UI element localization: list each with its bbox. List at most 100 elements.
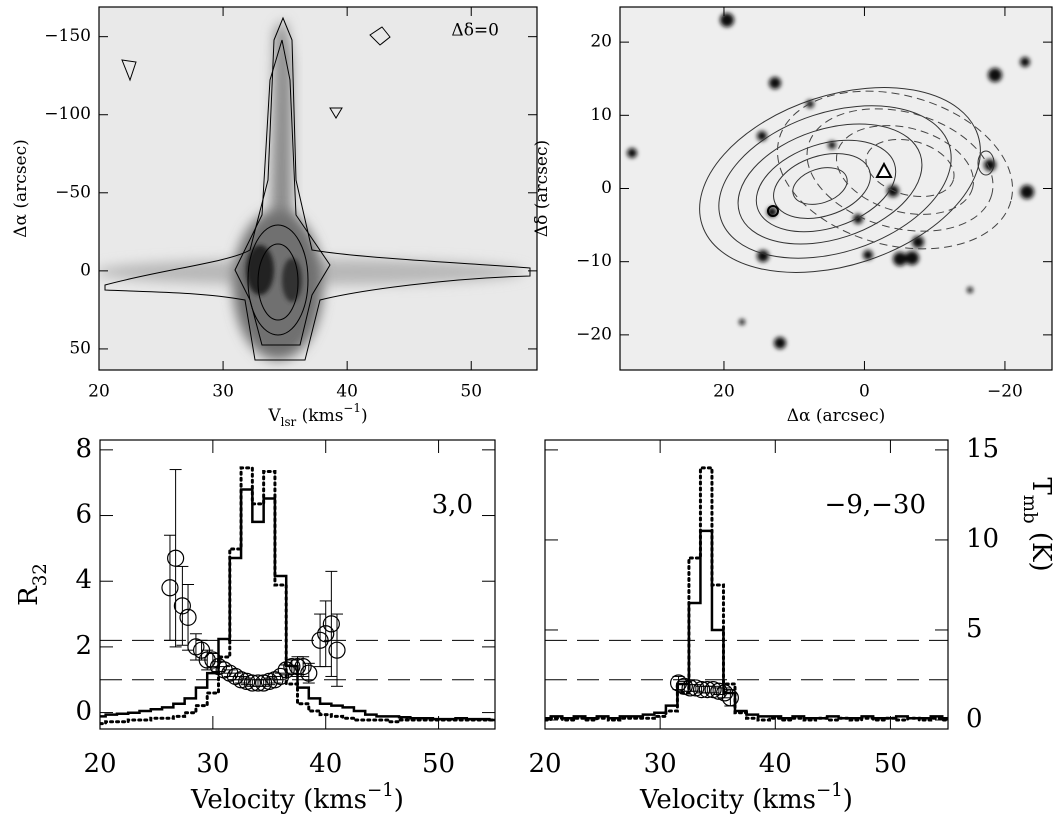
data-point bbox=[317, 625, 335, 643]
data-point bbox=[198, 651, 216, 669]
label-part: 32 bbox=[30, 563, 51, 586]
label-part: Δδ (arcsec) bbox=[532, 140, 552, 237]
y2-axis-label: Tmb (K) bbox=[1020, 477, 1057, 571]
label-part: ) bbox=[361, 406, 368, 426]
label-part: (kms bbox=[296, 406, 343, 426]
label-part: lsr bbox=[281, 415, 297, 429]
x-tick-label: 40 bbox=[336, 382, 358, 402]
data-point bbox=[721, 689, 739, 707]
source-marker bbox=[767, 205, 779, 217]
plot-area bbox=[545, 466, 948, 722]
data-point bbox=[698, 680, 716, 699]
y-tick-label: 4 bbox=[75, 565, 92, 595]
panel: 20 30 40 50 −150 −100 −50 0 50 Vlsr (kms−1) Δα (ar… bbox=[11, 6, 538, 429]
data-point bbox=[288, 658, 307, 676]
y2-tick-label: 0 bbox=[966, 704, 983, 734]
y-tick-label: 50 bbox=[69, 338, 91, 358]
y-tick-label: 20 bbox=[590, 32, 612, 52]
data-point bbox=[243, 674, 261, 692]
y-axis-label: Δα (arcsec) bbox=[11, 139, 31, 238]
plot-frame bbox=[99, 439, 496, 730]
spectrum-line bbox=[100, 466, 495, 726]
emission bbox=[233, 210, 323, 360]
data-point bbox=[692, 680, 711, 699]
data-point bbox=[249, 674, 267, 692]
emission bbox=[270, 20, 292, 250]
panel-annotation: Δδ=0 bbox=[451, 21, 499, 41]
x-axis-label: Vlsr (kms−1) bbox=[267, 401, 367, 429]
plot-area bbox=[100, 466, 495, 726]
data-point bbox=[277, 661, 295, 679]
label-part: V bbox=[267, 406, 281, 426]
y2-tick-label: 10 bbox=[966, 524, 999, 554]
panel-annotation: −9,−30 bbox=[825, 490, 926, 520]
y-tick-label: 0 bbox=[75, 697, 92, 727]
x-tick-label: 40 bbox=[309, 749, 342, 779]
data-point bbox=[271, 667, 290, 686]
y-tick-label: −50 bbox=[55, 182, 91, 202]
x-tick-label: 20 bbox=[83, 749, 116, 779]
data-point bbox=[311, 631, 329, 649]
contour-line bbox=[121, 26, 391, 119]
label-part: Velocity (kms bbox=[190, 785, 367, 815]
x-tick-label: 30 bbox=[212, 382, 234, 402]
sky-image bbox=[620, 7, 1052, 370]
x-tick-label: −20 bbox=[987, 382, 1023, 402]
x-tick-label: 40 bbox=[759, 749, 792, 779]
label-part: R bbox=[14, 585, 44, 606]
x-tick-label: 50 bbox=[460, 382, 482, 402]
y-tick-label: 0 bbox=[80, 260, 91, 280]
label-part: −1 bbox=[816, 780, 843, 801]
x-tick-label: 0 bbox=[859, 382, 870, 402]
x-tick-label: 50 bbox=[422, 749, 455, 779]
y-tick-label: 6 bbox=[75, 500, 92, 530]
data-point bbox=[187, 638, 205, 656]
solid-contours bbox=[699, 87, 995, 273]
y-axis-label: Δδ (arcsec) bbox=[532, 140, 552, 237]
label-part: T bbox=[1026, 477, 1056, 495]
data-point bbox=[167, 549, 185, 567]
data-point bbox=[300, 664, 318, 682]
x-tick-label: 50 bbox=[874, 749, 907, 779]
source-marker bbox=[875, 161, 893, 178]
data-point bbox=[328, 641, 346, 659]
y-tick-label: −20 bbox=[576, 324, 612, 344]
y2-tick-label: 5 bbox=[966, 614, 983, 644]
pv-map-image bbox=[99, 7, 537, 370]
x-axis-label: Velocity (kms−1) bbox=[639, 780, 853, 816]
panel-annotation: 3,0 bbox=[432, 490, 473, 520]
x-tick-label: 20 bbox=[528, 749, 561, 779]
spectrum-line bbox=[545, 466, 948, 722]
y2-tick-label: 15 bbox=[966, 434, 999, 464]
plot-frame bbox=[544, 439, 949, 730]
label-part: ) bbox=[394, 785, 404, 815]
data-point bbox=[716, 684, 734, 702]
label-part: ) bbox=[843, 785, 853, 815]
data-point bbox=[283, 658, 301, 676]
x-tick-label: 30 bbox=[196, 749, 229, 779]
y-tick-label: −100 bbox=[44, 104, 91, 124]
y-tick-label: −10 bbox=[576, 251, 612, 271]
label-part: Δα (arcsec) bbox=[787, 406, 886, 426]
x-axis-label: Δα (arcsec) bbox=[787, 406, 886, 426]
data-point bbox=[322, 615, 340, 633]
x-tick-label: 30 bbox=[644, 749, 677, 779]
y-tick-label: 10 bbox=[590, 105, 612, 125]
spectrum-line bbox=[545, 529, 948, 720]
label-part: (K) bbox=[1026, 524, 1056, 572]
y-tick-label: 0 bbox=[601, 178, 612, 198]
panel: 20 30 40 50 0 5 10 15 Velocity (kms−1) Tmb (K) −9,… bbox=[528, 434, 1056, 815]
contour-line bbox=[247, 224, 309, 336]
y-axis-label: R32 bbox=[14, 563, 51, 606]
x-axis-label: Velocity (kms−1) bbox=[190, 780, 404, 816]
data-point bbox=[294, 658, 312, 676]
label-part: Δα (arcsec) bbox=[11, 139, 31, 238]
panel: 20 30 40 50 0 2 4 6 8 Velocity (kms−1) R32 3,0 bbox=[14, 434, 496, 816]
image-background bbox=[620, 7, 1052, 370]
data-point bbox=[179, 608, 197, 626]
label-part: mb bbox=[1020, 495, 1041, 524]
y-tick-label: −150 bbox=[44, 26, 91, 46]
label-part: Velocity (kms bbox=[639, 785, 816, 815]
